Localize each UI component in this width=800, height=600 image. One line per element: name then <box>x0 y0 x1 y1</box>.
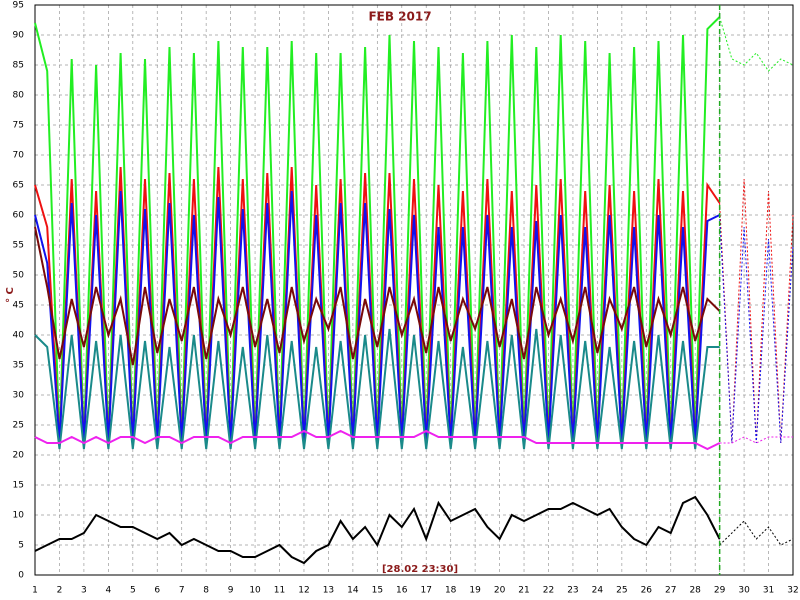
x-tick-label: 23 <box>567 586 578 596</box>
x-tick-label: 31 <box>763 586 774 596</box>
series-line <box>719 436 793 444</box>
x-tick-label: 3 <box>81 586 87 596</box>
x-tick-label: 13 <box>323 586 334 596</box>
y-tick-label: 5 <box>18 541 24 551</box>
y-tick-label: 30 <box>13 391 25 401</box>
x-tick-label: 18 <box>445 586 457 596</box>
x-tick-label: 21 <box>518 586 529 596</box>
x-tick-label: 12 <box>298 586 309 596</box>
series-line <box>34 226 721 366</box>
x-tick-label: 11 <box>274 586 285 596</box>
y-tick-label: 45 <box>13 301 24 311</box>
chart-title: FEB 2017 <box>368 10 431 24</box>
y-tick-label: 75 <box>13 121 24 131</box>
x-tick-label: 16 <box>396 586 408 596</box>
x-tick-label: 20 <box>494 586 506 596</box>
annotation: [28.02 23:30] <box>382 564 458 575</box>
x-tick-label: 29 <box>714 586 726 596</box>
y-tick-label: 10 <box>13 511 25 521</box>
x-tick-label: 15 <box>372 586 383 596</box>
x-tick-label: 32 <box>787 586 798 596</box>
x-tick-label: 19 <box>469 586 481 596</box>
x-tick-label: 22 <box>543 586 554 596</box>
series-line <box>719 16 794 72</box>
x-tick-label: 10 <box>249 586 261 596</box>
y-tick-label: 20 <box>13 451 25 461</box>
x-tick-label: 2 <box>57 586 63 596</box>
x-tick-label: 7 <box>179 586 185 596</box>
y-tick-label: 50 <box>13 271 25 281</box>
y-tick-label: 65 <box>13 181 24 191</box>
y-tick-label: 15 <box>13 481 24 491</box>
x-tick-label: 1 <box>32 586 38 596</box>
y-tick-label: 0 <box>18 571 24 581</box>
series-line <box>34 328 720 450</box>
y-tick-label: 60 <box>13 211 25 221</box>
y-tick-label: 90 <box>13 31 25 41</box>
x-tick-label: 14 <box>347 586 359 596</box>
y-tick-label: 55 <box>13 241 24 251</box>
x-tick-label: 8 <box>203 586 209 596</box>
plot-frame <box>34 4 794 576</box>
x-tick-label: 25 <box>616 586 627 596</box>
series-line <box>719 520 794 546</box>
x-tick-label: 27 <box>665 586 676 596</box>
y-axis-label: ° C <box>5 287 16 303</box>
x-tick-label: 30 <box>738 586 750 596</box>
y-tick-label: 80 <box>13 91 25 101</box>
x-tick-label: 5 <box>130 586 136 596</box>
x-tick-label: 26 <box>641 586 653 596</box>
x-tick-label: 6 <box>154 586 160 596</box>
x-tick-label: 9 <box>228 586 234 596</box>
y-tick-label: 95 <box>13 1 24 11</box>
x-tick-label: 17 <box>420 586 431 596</box>
y-tick-label: 35 <box>13 361 24 371</box>
series-line <box>34 495 721 565</box>
y-tick-label: 85 <box>13 61 24 71</box>
x-tick-label: 24 <box>592 586 604 596</box>
x-tick-label: 4 <box>105 586 111 596</box>
y-tick-label: 40 <box>13 331 25 341</box>
y-tick-label: 25 <box>13 421 24 431</box>
y-tick-label: 70 <box>13 151 25 161</box>
series-line <box>34 429 721 451</box>
x-tick-label: 28 <box>689 586 701 596</box>
